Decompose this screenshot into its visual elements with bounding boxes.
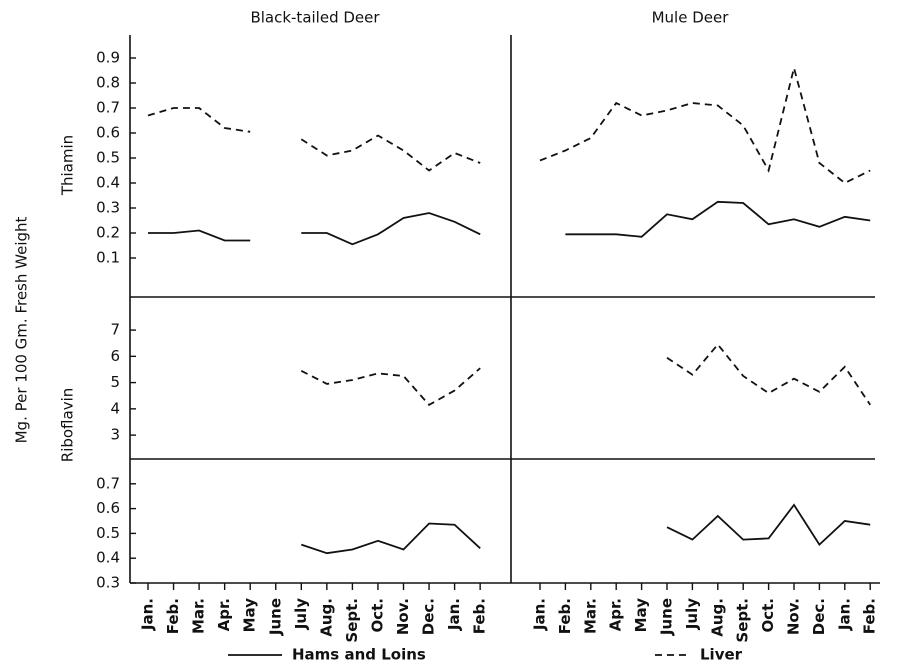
x-tick-label: Dec.	[810, 598, 828, 635]
x-tick-label: Nov.	[394, 598, 412, 635]
y-tick-label: 0.3	[96, 574, 120, 592]
x-tick-label: Sept.	[343, 598, 361, 643]
row-label: Thiamin	[59, 135, 77, 196]
x-tick-label: Jan.	[139, 598, 157, 631]
y-tick-label: 0.6	[96, 124, 120, 142]
x-tick-label: July	[292, 598, 310, 630]
x-tick-label: Jan.	[531, 598, 549, 631]
x-tick-label: Jan.	[835, 598, 853, 631]
y-tick-label: 6	[110, 347, 120, 365]
y-tick-label: 0.2	[96, 224, 120, 242]
y-tick-label: 0.3	[96, 199, 120, 217]
x-tick-label: June	[658, 598, 676, 636]
y-tick-label: 0.5	[96, 149, 120, 167]
data-line	[148, 212, 481, 246]
row-label: Riboflavin	[59, 388, 77, 462]
y-axis-label: Mg. Per 100 Gm. Fresh Weight	[13, 216, 31, 443]
x-tick-label: Jan.	[445, 598, 463, 631]
y-tick-label: 5	[110, 373, 120, 391]
y-tick-label: 0.1	[96, 249, 120, 267]
y-tick-label: 3	[110, 426, 120, 444]
x-tick-label: May	[632, 598, 650, 633]
x-tick-label: Feb.	[471, 598, 489, 634]
y-tick-label: 0.4	[96, 174, 120, 192]
y-tick-label: 0.5	[96, 524, 120, 542]
x-tick-label: Feb.	[164, 598, 182, 634]
y-tick-label: 0.7	[96, 99, 120, 117]
data-line	[666, 343, 871, 406]
x-tick-label: Sept.	[734, 598, 752, 643]
column-title: Mule Deer	[652, 9, 730, 27]
y-tick-label: 0.8	[96, 74, 120, 92]
legend-label: Liver	[700, 646, 743, 664]
y-tick-label: 0.4	[96, 549, 120, 567]
data-line	[301, 522, 481, 555]
data-line	[147, 107, 481, 172]
x-tick-label: Oct.	[759, 598, 777, 633]
x-tick-label: Apr.	[607, 598, 625, 631]
data-line	[565, 200, 871, 238]
y-tick-label: 0.6	[96, 499, 120, 517]
x-tick-label: July	[683, 598, 701, 630]
x-tick-label: Nov.	[785, 598, 803, 635]
y-tick-label: 0.9	[96, 49, 120, 67]
x-tick-label: Dec.	[420, 598, 438, 635]
y-tick-label: 7	[110, 321, 120, 339]
x-tick-label: Oct.	[368, 598, 386, 633]
x-tick-label: Mar.	[190, 598, 208, 634]
x-tick-label: Apr.	[215, 598, 233, 631]
x-tick-label: June	[266, 598, 284, 636]
data-line	[300, 367, 481, 407]
legend-label: Hams and Loins	[292, 646, 426, 664]
y-tick-label: 4	[110, 399, 120, 417]
x-tick-label: May	[241, 598, 259, 633]
x-tick-label: Aug.	[317, 598, 335, 637]
data-line	[666, 503, 871, 546]
x-tick-label: Feb.	[861, 598, 879, 634]
data-line	[539, 67, 871, 185]
column-title: Black-tailed Deer	[250, 9, 380, 27]
y-tick-label: 0.7	[96, 474, 120, 492]
x-tick-label: Aug.	[708, 598, 726, 637]
x-tick-label: Mar.	[581, 598, 599, 634]
x-tick-label: Feb.	[556, 598, 574, 634]
